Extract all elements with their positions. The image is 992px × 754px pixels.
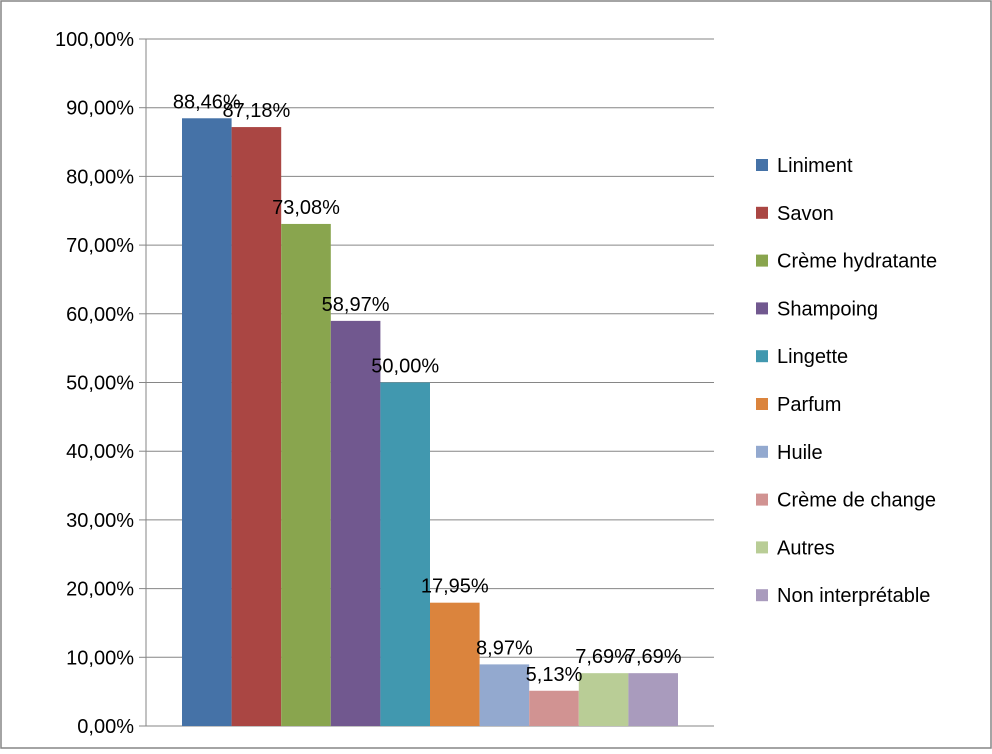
legend-swatch-7	[756, 493, 768, 506]
legend-swatch-1	[756, 206, 768, 219]
y-tick-label: 70,00%	[66, 235, 134, 257]
data-label-5: 17,95%	[421, 576, 489, 598]
y-tick-label: 80,00%	[66, 166, 134, 188]
bars	[182, 118, 678, 727]
bar-8	[578, 673, 629, 726]
data-label-1: 87,18%	[222, 100, 290, 122]
bar-1	[231, 127, 282, 726]
data-label-4: 50,00%	[371, 356, 439, 378]
data-label-6: 8,97%	[476, 637, 533, 659]
bar-0	[182, 118, 232, 727]
y-tick-label: 30,00%	[66, 510, 134, 532]
data-label-3: 58,97%	[322, 294, 390, 316]
y-tick-label: 40,00%	[66, 441, 134, 463]
y-tick-label: 10,00%	[66, 647, 134, 669]
y-tick-label: 90,00%	[66, 98, 134, 120]
legend-swatch-0	[756, 159, 768, 171]
bar-5	[430, 602, 480, 726]
bar-7	[529, 690, 579, 726]
data-label-0: 88,46%	[173, 91, 241, 113]
legend-swatch-5	[756, 398, 768, 410]
axes: 0,00% 10,00% 20,00% 30,00% 40,00% 50,00% 60,00…	[55, 29, 714, 738]
legend-swatch-6	[756, 445, 768, 458]
legend-label-0: Liniment	[777, 155, 853, 177]
y-tick-label: 60,00%	[66, 304, 134, 326]
legend-label-8: Autres	[777, 537, 835, 559]
bar-3	[330, 320, 381, 726]
legend-swatch-9	[756, 589, 768, 602]
legend-label-4: Lingette	[777, 346, 848, 368]
bar-2	[281, 223, 331, 726]
y-tick-label: 100,00%	[55, 29, 134, 51]
legend-label-7: Crème de change	[777, 490, 936, 512]
y-tick-label: 0,00%	[77, 716, 134, 738]
data-label-2: 73,08%	[272, 197, 340, 219]
legend-label-6: Huile	[777, 442, 823, 464]
data-label-7: 5,13%	[526, 664, 583, 686]
bar-6	[479, 664, 530, 726]
y-tick-label: 50,00%	[66, 373, 134, 395]
legend-swatch-4	[756, 350, 768, 363]
legend-swatch-8	[756, 541, 768, 554]
legend: Liniment Savon Crème hydratante Shampoing Li…	[756, 155, 937, 607]
legend-label-9: Non interprétable	[777, 585, 930, 607]
data-label-8: 7,69%	[575, 646, 632, 668]
legend-swatch-2	[756, 254, 768, 267]
legend-swatch-3	[756, 302, 768, 315]
legend-label-5: Parfum	[777, 394, 841, 416]
y-tick-label: 20,00%	[66, 579, 134, 601]
data-label-9: 7,69%	[625, 646, 682, 668]
legend-label-3: Shampoing	[777, 298, 878, 320]
data-labels: 88,46%87,18% 73,08% 58,97% 50,00% 17,95% 8,97…	[173, 91, 682, 685]
legend-label-2: Crème hydratante	[777, 251, 937, 273]
bar-9	[628, 673, 678, 726]
bar-4	[380, 382, 430, 726]
legend-label-1: Savon	[777, 203, 834, 225]
